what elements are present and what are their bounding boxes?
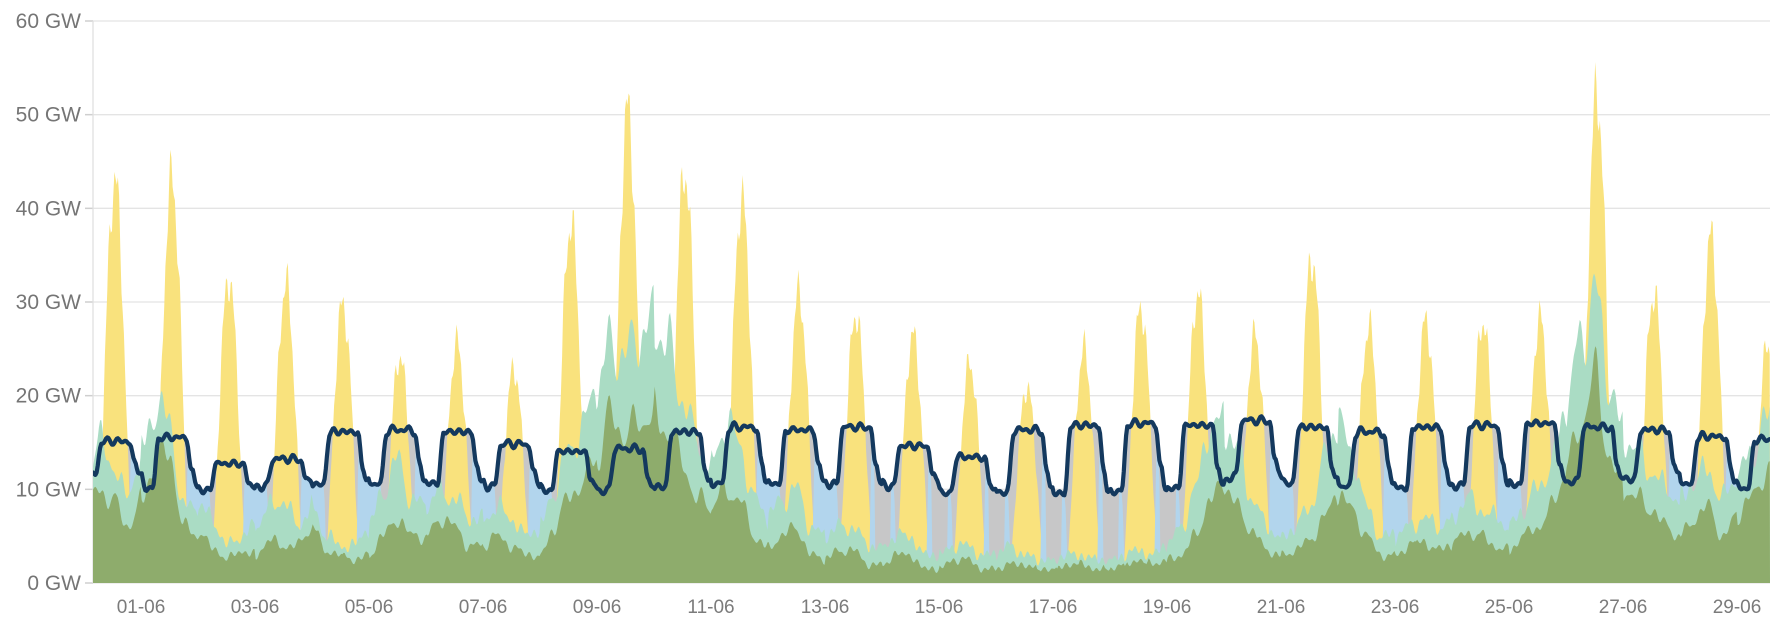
x-axis-label: 13-06 [801,597,850,618]
x-axis-label: 17-06 [1029,597,1078,618]
x-axis-label: 19-06 [1143,597,1192,618]
x-axis-label: 01-06 [117,597,166,618]
x-axis-label: 15-06 [915,597,964,618]
x-axis-label: 05-06 [345,597,394,618]
x-axis-label: 09-06 [573,597,622,618]
x-axis-label: 11-06 [687,597,734,618]
y-axis-label: 60 GW [16,10,82,33]
solar-yellow-area [93,62,1770,583]
x-axis-label: 21-06 [1257,597,1306,618]
y-axis-label: 0 GW [27,572,81,595]
y-axis-label: 30 GW [16,291,82,314]
x-axis-label: 29-06 [1713,597,1762,618]
x-axis-label: 27-06 [1599,597,1648,618]
navy-load-line [93,414,1770,498]
x-axis-label: 03-06 [231,597,280,618]
y-axis-label: 50 GW [16,104,82,127]
y-axis-label: 20 GW [16,385,82,408]
x-axis-label: 23-06 [1371,597,1420,618]
series-group [93,62,1770,583]
x-axis-label: 07-06 [459,597,508,618]
y-axis-label: 10 GW [16,478,82,501]
x-axis-label: 25-06 [1485,597,1534,618]
olive-green-area [93,346,1770,583]
y-axis-label: 40 GW [16,197,82,220]
